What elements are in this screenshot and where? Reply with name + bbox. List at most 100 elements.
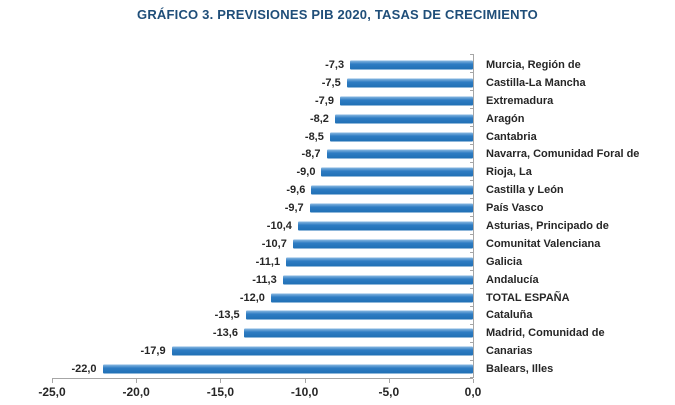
bar xyxy=(329,132,473,141)
category-axis-tick xyxy=(470,180,474,181)
category-label: Navarra, Comunidad Foral de xyxy=(486,148,640,161)
value-axis-labels: -25,0 -20,0 -15,0 -10,0 -5,0 0,0 xyxy=(38,385,481,401)
bar-row: -22,0 xyxy=(52,360,473,378)
category-label: País Vasco xyxy=(486,202,544,215)
bar xyxy=(297,221,473,231)
bar-value-label: -8,5 xyxy=(304,130,324,143)
bar xyxy=(350,60,473,70)
category-axis-tick xyxy=(470,341,474,343)
category-axis-tick xyxy=(470,216,474,217)
category-axis-tick xyxy=(470,360,474,361)
category-axis-tick xyxy=(470,252,474,253)
bar-value-label: -7,5 xyxy=(321,76,341,89)
bar xyxy=(171,346,473,356)
bar xyxy=(245,310,473,320)
category-label: Aragón xyxy=(486,112,525,125)
bar-row: -17,9 xyxy=(52,342,473,360)
category-axis-tick xyxy=(470,89,474,91)
bar-row: -8,2 xyxy=(52,110,473,128)
bar xyxy=(339,96,473,106)
bar-value-label: -11,1 xyxy=(255,255,281,268)
category-label: Rioja, La xyxy=(486,166,532,179)
category-axis-tick xyxy=(470,324,474,325)
bar-value-label: -17,9 xyxy=(140,345,166,358)
category-axis-tick xyxy=(470,144,474,145)
bar-value-label: -7,3 xyxy=(325,58,345,71)
bar-row: -7,9 xyxy=(52,92,473,110)
bar-row: -9,7 xyxy=(52,199,473,217)
category-label: Andalucía xyxy=(486,273,539,286)
value-axis xyxy=(52,378,474,383)
bar xyxy=(321,167,473,177)
category-labels: Murcia, Región de Castilla-La Mancha Extre… xyxy=(486,56,674,378)
category-axis-tick xyxy=(470,306,474,307)
value-axis-tick xyxy=(220,379,222,383)
bar-row: -13,5 xyxy=(52,306,473,324)
category-label: Cantabria xyxy=(486,130,537,143)
bar-value-label: -9,6 xyxy=(286,184,306,197)
bar-row: -7,5 xyxy=(52,74,473,92)
bar xyxy=(334,114,473,124)
bar-row: -8,7 xyxy=(52,145,473,163)
category-label: Comunitat Valenciana xyxy=(486,237,601,250)
bar-value-label: -13,5 xyxy=(214,309,240,322)
value-axis-tick xyxy=(388,379,390,383)
bar-row: -10,7 xyxy=(52,235,473,253)
category-label: Castilla-La Mancha xyxy=(486,76,586,89)
bar-value-label: -12,0 xyxy=(239,291,265,304)
category-axis-tick xyxy=(470,377,474,378)
value-axis-tick-label: -20,0 xyxy=(122,385,150,399)
bar xyxy=(309,203,473,213)
category-label: Murcia, Región de xyxy=(486,58,581,71)
bar xyxy=(346,78,473,88)
category-axis-tick xyxy=(470,269,474,271)
category-label: Extremadura xyxy=(486,94,554,107)
category-axis-tick xyxy=(470,107,474,109)
value-axis-tick xyxy=(304,379,306,383)
bar-value-label: -7,9 xyxy=(315,94,334,107)
bar-row: -12,0 xyxy=(52,289,473,307)
bar-value-label: -10,7 xyxy=(261,237,287,250)
category-axis-tick xyxy=(470,71,474,73)
category-label: Cataluña xyxy=(486,309,533,322)
bar-row: -8,5 xyxy=(52,128,473,146)
category-label: Canarias xyxy=(486,345,533,358)
category-axis-tick xyxy=(470,288,474,289)
bar-row: -9,6 xyxy=(52,181,473,199)
bar xyxy=(243,328,473,338)
bar xyxy=(311,185,473,195)
category-label: Galicia xyxy=(486,255,523,268)
bar-value-label: -10,4 xyxy=(266,219,292,232)
bar-value-label: -9,7 xyxy=(284,202,304,215)
category-axis-tick xyxy=(470,234,474,235)
chart-title: GRÁFICO 3. PREVISIONES PIB 2020, TASAS D… xyxy=(137,7,538,22)
bar-row: -13,6 xyxy=(52,324,473,342)
bar-row: -7,3 xyxy=(52,56,473,74)
value-axis-tick-label: -15,0 xyxy=(206,385,235,399)
value-axis-tick-label: -5,0 xyxy=(378,385,400,399)
value-axis-tick-label: -25,0 xyxy=(38,385,66,399)
bar xyxy=(102,364,473,374)
value-axis-tick-label: -10,0 xyxy=(290,385,319,399)
category-axis-tick xyxy=(470,197,474,199)
category-label: Castilla y León xyxy=(486,184,564,197)
bar-row: -9,0 xyxy=(52,163,473,181)
value-axis-tick xyxy=(473,379,474,383)
value-axis-tick-label: 0,0 xyxy=(464,385,482,399)
category-label: TOTAL ESPAÑA xyxy=(486,291,570,304)
category-label: Asturias, Principado de xyxy=(486,219,609,232)
bar-row: -10,4 xyxy=(52,217,473,235)
category-axis xyxy=(470,54,474,378)
category-axis-tick xyxy=(470,125,474,127)
category-axis-tick xyxy=(470,54,474,55)
bar xyxy=(286,257,473,267)
bar-value-label: -9,0 xyxy=(296,166,316,179)
bar xyxy=(282,275,473,285)
bar xyxy=(326,149,473,159)
bar-row: -11,3 xyxy=(52,271,473,289)
category-label: Madrid, Comunidad de xyxy=(486,327,605,340)
category-label: Balears, Illes xyxy=(486,363,554,376)
bar-row: -11,1 xyxy=(52,253,473,271)
bar-value-label: -8,7 xyxy=(301,148,321,161)
